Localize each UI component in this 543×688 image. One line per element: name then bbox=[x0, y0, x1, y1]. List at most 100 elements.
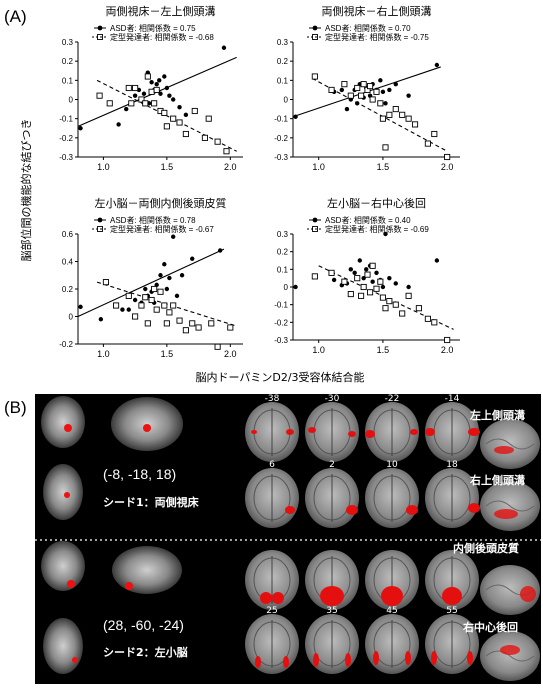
point-td bbox=[132, 84, 139, 92]
regression-line-asd bbox=[77, 248, 225, 317]
point-td bbox=[142, 294, 149, 301]
point-td bbox=[405, 292, 412, 299]
point-asd bbox=[374, 270, 379, 276]
slice-label: 18 bbox=[446, 460, 458, 470]
point-td bbox=[367, 289, 374, 296]
point-asd bbox=[124, 106, 129, 112]
slice-label: 2 bbox=[329, 460, 335, 470]
point-asd bbox=[339, 87, 345, 93]
point-td bbox=[166, 309, 173, 316]
point-asd bbox=[370, 279, 375, 284]
point-asd bbox=[158, 273, 163, 278]
point-asd bbox=[177, 104, 182, 110]
legend-td: 定型発達者: 相関係数 = -0.75 bbox=[325, 32, 429, 42]
point-td bbox=[369, 262, 376, 269]
point-asd bbox=[352, 270, 357, 276]
point-td bbox=[138, 302, 145, 309]
point-asd bbox=[364, 267, 369, 272]
activation-blob bbox=[410, 429, 418, 435]
point-asd bbox=[406, 284, 411, 290]
point-asd bbox=[387, 87, 392, 93]
point-asd bbox=[116, 122, 121, 127]
activation-blob bbox=[260, 592, 272, 604]
point-td bbox=[431, 319, 438, 326]
activation-blob bbox=[373, 651, 379, 665]
point-asd bbox=[167, 93, 172, 98]
point-td bbox=[364, 271, 371, 278]
point-asd bbox=[190, 256, 195, 261]
y-tick-label: 0.4 bbox=[62, 258, 74, 267]
point-asd bbox=[170, 234, 176, 239]
y-tick-label: 0 bbox=[284, 96, 289, 105]
slice-row-1: -38 -30 -22 -14 bbox=[245, 394, 480, 462]
point-td bbox=[142, 100, 149, 107]
brain-image-panel: (-8, -18, 18) シード1：両側視床 -38 -30 -22 -14 6 2 1… bbox=[35, 394, 541, 684]
seed1-label: シード1：両側視床 bbox=[103, 495, 200, 509]
point-asd bbox=[167, 275, 172, 281]
point-asd bbox=[378, 78, 383, 83]
sulcus-line bbox=[485, 650, 535, 662]
point-td bbox=[424, 315, 431, 322]
regression-line-td bbox=[312, 77, 448, 152]
point-td bbox=[347, 291, 354, 298]
lateral-brains bbox=[480, 419, 540, 681]
slice-label: 25 bbox=[266, 606, 277, 616]
point-td bbox=[161, 109, 168, 116]
activation-blob bbox=[405, 651, 411, 665]
point-asd bbox=[357, 258, 362, 263]
x-tick-label: 1.0 bbox=[312, 345, 325, 355]
point-asd bbox=[164, 85, 170, 91]
activation-blob bbox=[272, 592, 284, 604]
point-td bbox=[144, 320, 151, 327]
point-asd bbox=[434, 258, 440, 263]
point-asd bbox=[164, 286, 170, 292]
slice-label: 55 bbox=[446, 606, 457, 616]
point-td bbox=[170, 302, 177, 309]
point-td bbox=[214, 138, 221, 145]
brain-slice-icon bbox=[43, 618, 83, 674]
activation-blob bbox=[431, 651, 437, 665]
point-td bbox=[399, 310, 406, 317]
point-td bbox=[227, 324, 234, 331]
point-td bbox=[102, 279, 109, 286]
point-td bbox=[392, 106, 399, 113]
point-td bbox=[163, 123, 170, 130]
activation-blob bbox=[467, 651, 473, 665]
point-td bbox=[96, 92, 103, 99]
point-td bbox=[176, 119, 183, 126]
point-td bbox=[392, 301, 399, 308]
point-td bbox=[153, 306, 160, 313]
y-tick-label: 0.2 bbox=[62, 57, 74, 66]
point-asd bbox=[393, 281, 398, 286]
y-tick-label: 0 bbox=[69, 96, 74, 105]
point-asd bbox=[132, 297, 138, 303]
legend-td: 定型発達者: 相関係数 = -0.68 bbox=[110, 32, 214, 42]
chart-title: 両側視床－左上側頭溝 bbox=[106, 4, 216, 18]
y-tick-label: 0.2 bbox=[62, 285, 74, 294]
brain-images: (-8, -18, 18) シード1：両側視床 -38 -30 -22 -14 6 2 1… bbox=[35, 394, 541, 681]
point-asd bbox=[380, 89, 386, 95]
point-asd bbox=[120, 307, 125, 312]
y-tick-label: -0.1 bbox=[274, 301, 288, 310]
point-td bbox=[354, 84, 361, 92]
brain-slice-icon bbox=[112, 546, 182, 594]
activation-blob bbox=[285, 506, 295, 514]
point-asd bbox=[154, 81, 159, 87]
activation-blob bbox=[346, 505, 358, 515]
point-td bbox=[138, 96, 145, 103]
activation-blob bbox=[442, 587, 462, 605]
activation-blob bbox=[468, 428, 480, 436]
point-td bbox=[157, 288, 164, 295]
point-td bbox=[153, 86, 160, 93]
y-tick-label: 0.1 bbox=[277, 76, 289, 85]
slice-label: 6 bbox=[269, 460, 275, 470]
seed2-label: シード2：左小脳 bbox=[103, 645, 188, 659]
activation-blob bbox=[308, 427, 316, 433]
point-td bbox=[431, 130, 438, 138]
activation-blob bbox=[345, 653, 351, 667]
brain-slice-icon bbox=[41, 396, 85, 448]
point-asd bbox=[221, 45, 227, 50]
chart-title: 左小脳－両側内側後頭皮質 bbox=[95, 196, 227, 210]
x-tick-label: 1.0 bbox=[97, 162, 110, 172]
